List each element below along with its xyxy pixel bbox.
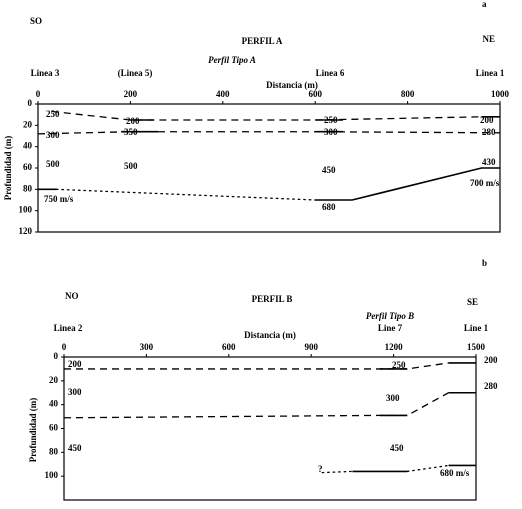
- title: PERFIL A: [242, 36, 283, 46]
- velocity-label: 200: [68, 359, 82, 369]
- x-tick-label: 0: [36, 89, 41, 99]
- plot-frame: [37, 103, 501, 233]
- x-tick-label: 300: [140, 342, 154, 352]
- velocity-label: ?: [318, 464, 323, 474]
- left-label: SO: [30, 16, 42, 26]
- velocity-label: 200: [480, 115, 494, 125]
- well-label: Linea 3: [31, 68, 60, 78]
- y-tick-label: 20: [49, 375, 59, 385]
- velocity-label: 500: [46, 159, 60, 169]
- x-axis-label: Distancia (m): [266, 80, 318, 90]
- x-tick-label: 200: [124, 89, 138, 99]
- interface-line: [55, 188, 316, 201]
- plot-frame: [63, 356, 477, 501]
- y-tick-label: 100: [19, 205, 33, 215]
- y-tick-label: 0: [28, 98, 33, 108]
- velocity-label: 200: [126, 116, 140, 126]
- velocity-label: 450: [322, 165, 336, 175]
- panel-letter: b: [482, 258, 487, 268]
- x-tick-label: 400: [216, 89, 230, 99]
- subtitle: Perfil Tipo A: [208, 55, 256, 65]
- interface-line: [64, 362, 449, 370]
- velocity-label: 250: [46, 109, 60, 119]
- velocity-label: 250: [392, 360, 406, 370]
- well-label: Linea 1: [476, 68, 505, 78]
- velocity-label: 500: [124, 161, 138, 171]
- x-tick-label: 600: [308, 89, 322, 99]
- y-tick-label: 60: [49, 423, 59, 433]
- y-axis-label: Profundidad (m): [3, 136, 13, 201]
- x-tick-label: 600: [222, 342, 236, 352]
- panel-letter: a: [482, 0, 487, 9]
- x-tick-label: 800: [401, 89, 415, 99]
- velocity-label: 200: [484, 355, 498, 365]
- y-tick-label: 60: [23, 162, 33, 172]
- x-axis-label: Distancia (m): [244, 330, 296, 340]
- well-label: Line 7: [378, 323, 403, 333]
- well-label: (Linea 5): [118, 68, 153, 78]
- x-tick-label: 900: [304, 342, 318, 352]
- y-tick-label: 80: [23, 183, 33, 193]
- velocity-label: 300: [386, 393, 400, 403]
- velocity-label: 700 m/s: [470, 178, 500, 188]
- y-tick-label: 120: [19, 226, 33, 236]
- velocity-label: 680 m/s: [440, 468, 470, 478]
- velocity-label: 280: [482, 127, 496, 137]
- y-tick-label: 20: [23, 119, 33, 129]
- x-tick-label: 1200: [385, 342, 404, 352]
- y-tick-label: 80: [49, 446, 59, 456]
- velocity-label: 300: [46, 130, 60, 140]
- y-tick-label: 0: [54, 351, 59, 361]
- velocity-label: 300: [68, 387, 82, 397]
- y-tick-label: 100: [45, 470, 59, 480]
- x-tick-label: 1000: [491, 89, 510, 99]
- velocity-label: 450: [390, 443, 404, 453]
- well-label: Linea 2: [54, 323, 83, 333]
- interface-line: [315, 167, 500, 201]
- subtitle: Perfil Tipo B: [366, 311, 414, 321]
- velocity-label: 350: [124, 127, 138, 137]
- well-label: Linea 6: [316, 68, 345, 78]
- well-label: Line 1: [464, 323, 489, 333]
- y-axis-label: Profundidad (m): [28, 398, 38, 463]
- interface-line: [37, 131, 501, 135]
- title: PERFIL B: [252, 294, 293, 304]
- velocity-label: 250: [324, 115, 338, 125]
- right-label: NE: [482, 34, 495, 44]
- velocity-label: 280: [484, 381, 498, 391]
- velocity-label: 450: [68, 443, 82, 453]
- velocity-label: 750 m/s: [44, 194, 74, 204]
- velocity-label: 680: [322, 202, 336, 212]
- left-label: NO: [65, 291, 79, 301]
- x-tick-label: 0: [62, 342, 67, 352]
- velocity-label: 300: [324, 127, 338, 137]
- right-label: SE: [467, 297, 478, 307]
- interface-line: [51, 110, 482, 121]
- interface-line: [406, 464, 450, 473]
- y-tick-label: 40: [23, 141, 33, 151]
- y-tick-label: 40: [49, 399, 59, 409]
- velocity-label: 430: [482, 157, 496, 167]
- interface-line: [321, 470, 354, 474]
- x-tick-label: 1500: [467, 342, 486, 352]
